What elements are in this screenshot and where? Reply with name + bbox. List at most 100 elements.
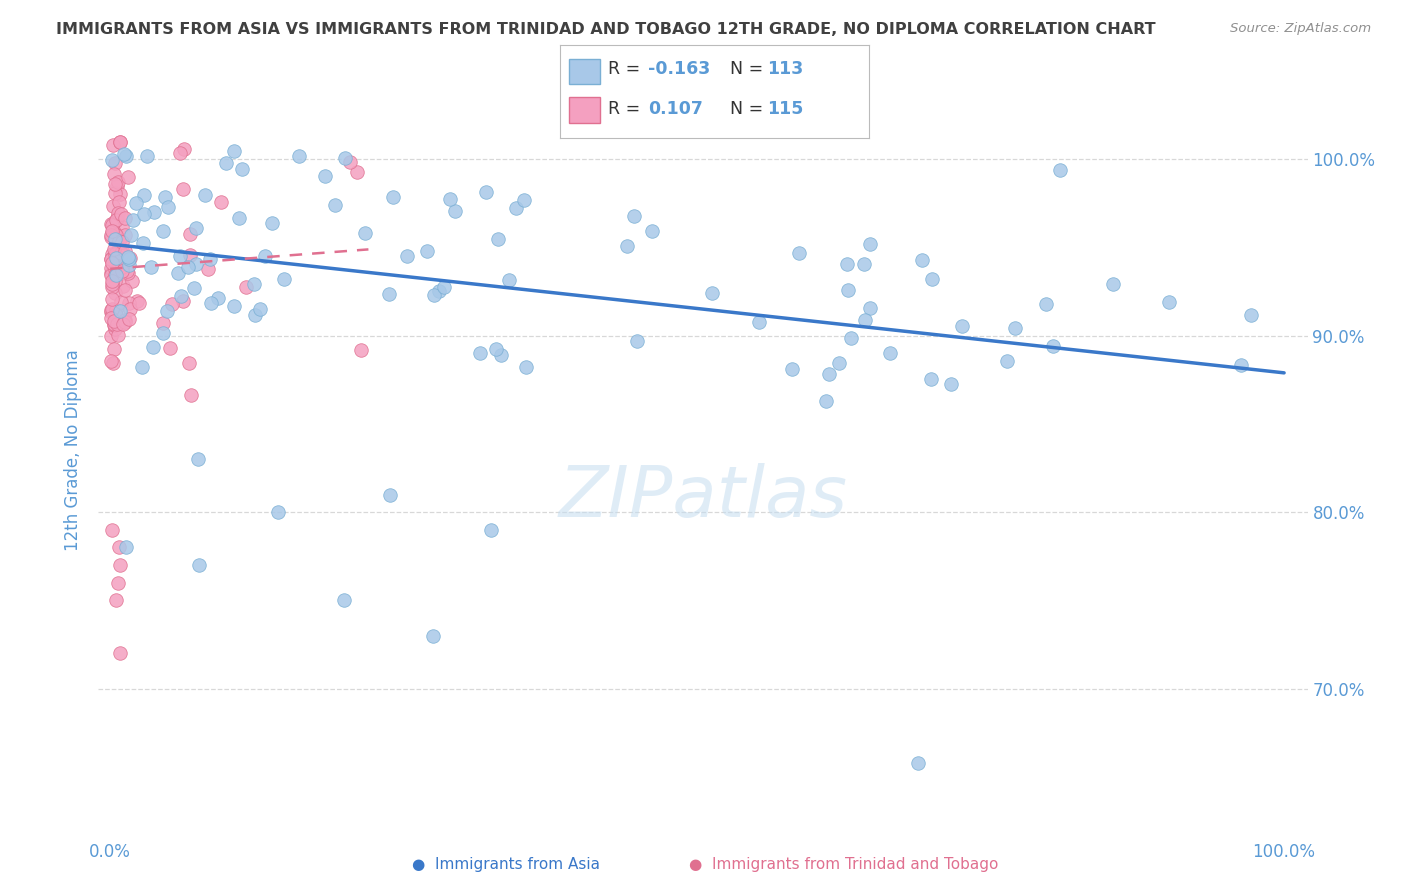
Point [859, 237, 882, 252]
Point [491, 348, 513, 362]
Point [859, 301, 882, 315]
Point [422, 629, 444, 643]
Point [995, 354, 1018, 368]
Point [188, 558, 211, 573]
Point [117, 250, 139, 264]
Point [207, 291, 229, 305]
Text: ●  Immigrants from Trinidad and Tobago: ● Immigrants from Trinidad and Tobago [689, 857, 998, 872]
Point [396, 249, 419, 263]
Point [117, 266, 139, 280]
Point [162, 296, 184, 310]
Bar [569, 97, 600, 123]
Point [111, 219, 134, 234]
Point [156, 200, 179, 214]
Point [479, 523, 502, 537]
Point [381, 190, 404, 204]
Point [108, 317, 131, 331]
Point [101, 137, 124, 152]
Point [131, 359, 153, 374]
Point [156, 304, 179, 318]
Point [111, 260, 134, 274]
Point [104, 252, 127, 266]
Point [616, 238, 638, 252]
Point [1035, 297, 1057, 311]
Point [105, 252, 128, 266]
Point [104, 227, 127, 242]
Point [486, 232, 509, 246]
Point [108, 303, 131, 318]
Point [198, 252, 221, 267]
Point [141, 260, 163, 274]
Point [100, 266, 122, 280]
Point [105, 211, 128, 225]
Point [818, 367, 841, 381]
Point [115, 264, 138, 278]
Text: 115: 115 [766, 100, 803, 118]
Point [104, 268, 127, 282]
Point [101, 217, 124, 231]
Point [787, 246, 810, 260]
Point [177, 356, 200, 370]
Point [117, 170, 139, 185]
Point [103, 260, 125, 274]
Point [103, 318, 125, 332]
Point [505, 201, 527, 215]
Point [136, 149, 159, 163]
Point [101, 153, 124, 168]
Point [273, 272, 295, 286]
Point [172, 182, 194, 196]
Point [267, 505, 290, 519]
Point [333, 593, 356, 607]
Point [443, 203, 465, 218]
Point [100, 329, 122, 343]
Point [104, 285, 127, 300]
Point [108, 240, 131, 254]
Point [853, 313, 876, 327]
Point [173, 143, 195, 157]
Point [169, 249, 191, 263]
Point [939, 377, 962, 392]
Point [152, 224, 174, 238]
Point [103, 225, 125, 239]
Point [114, 312, 136, 326]
Point [780, 362, 803, 376]
Point [134, 207, 156, 221]
Point [101, 255, 124, 269]
Point [103, 167, 125, 181]
Point [235, 279, 257, 293]
Point [104, 322, 127, 336]
Point [197, 262, 219, 277]
Point [288, 149, 311, 163]
Text: 113: 113 [766, 60, 803, 78]
Point [194, 187, 217, 202]
Point [339, 154, 361, 169]
Point [512, 194, 534, 208]
Point [346, 164, 368, 178]
Point [107, 206, 129, 220]
Point [101, 280, 124, 294]
Point [128, 296, 150, 310]
Y-axis label: 12th Grade, No Diploma: 12th Grade, No Diploma [65, 350, 83, 551]
Point [1049, 162, 1071, 177]
Point [101, 247, 124, 261]
Point [100, 230, 122, 244]
Text: -0.163: -0.163 [648, 60, 710, 78]
Point [380, 487, 402, 501]
Point [100, 354, 122, 368]
Point [853, 257, 876, 271]
Point [101, 199, 124, 213]
Point [837, 283, 859, 297]
Text: ZIPatlas: ZIPatlas [558, 463, 848, 532]
Point [110, 246, 132, 260]
Point [103, 268, 125, 282]
Point [121, 274, 143, 288]
Point [110, 135, 132, 149]
Point [184, 221, 207, 235]
Point [215, 156, 238, 170]
Point [1229, 359, 1251, 373]
Point [100, 274, 122, 288]
Point [498, 273, 520, 287]
Point [100, 252, 122, 266]
Point [828, 356, 851, 370]
Text: N =: N = [730, 60, 769, 78]
